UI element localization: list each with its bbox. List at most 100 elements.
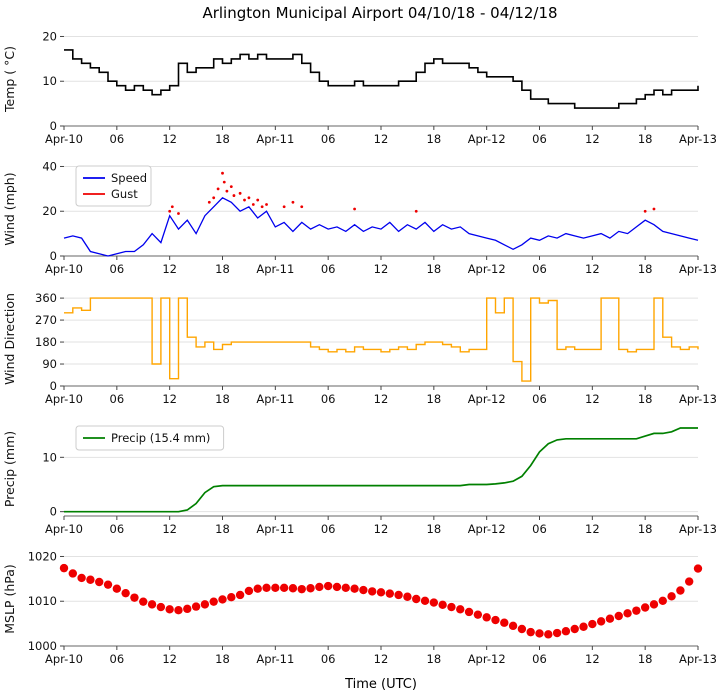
y-axis-label: Temp ( °C) xyxy=(2,46,17,113)
x-tick-label: 18 xyxy=(427,132,442,146)
x-tick-label: Apr-11 xyxy=(256,132,294,146)
x-tick-label: 06 xyxy=(532,262,547,276)
x-tick-label: 18 xyxy=(638,132,653,146)
x-tick-label: Apr-12 xyxy=(468,522,506,536)
x-tick-label: 18 xyxy=(427,392,442,406)
x-tick-label: 12 xyxy=(585,652,600,666)
y-axis-label: MSLP (hPa) xyxy=(2,564,17,634)
mslp-panel: 1000 1010 1020 Apr-10 06 12 18 Apr-11 06 12 18 Apr-… xyxy=(2,549,717,666)
x-tick-label: 06 xyxy=(110,522,125,536)
y-tick-label: 270 xyxy=(35,313,57,327)
x-tick-label: Apr-13 xyxy=(679,132,717,146)
x-tick-label: 18 xyxy=(427,522,442,536)
x-tick-label: Apr-11 xyxy=(256,392,294,406)
x-tick-label: Apr-10 xyxy=(45,262,83,276)
x-tick-label: 12 xyxy=(585,132,600,146)
x-tick-label: 12 xyxy=(162,132,177,146)
x-tick-label: 18 xyxy=(638,262,653,276)
precip-panel: 0 10 Apr-10 06 12 18 Apr-11 06 12 18 Apr-12 06 12 18 A… xyxy=(2,425,717,536)
y-tick-label: 0 xyxy=(50,379,57,393)
x-tick-label: Apr-12 xyxy=(468,392,506,406)
x-tick-label: Apr-13 xyxy=(679,392,717,406)
legend-label: Precip (15.4 mm) xyxy=(111,431,210,445)
x-tick-label: 06 xyxy=(532,392,547,406)
x-tick-label: Apr-13 xyxy=(679,262,717,276)
x-tick-label: 12 xyxy=(585,262,600,276)
wind-speed-panel: 0 20 40 Apr-10 06 12 18 Apr-11 06 12 18 Apr-12 06 12 1… xyxy=(2,159,717,276)
x-tick-label: 18 xyxy=(638,522,653,536)
x-tick-label: 18 xyxy=(638,392,653,406)
x-tick-label: 06 xyxy=(321,392,336,406)
x-tick-label: 12 xyxy=(374,262,389,276)
precip-accum-line xyxy=(64,427,698,513)
x-tick-label: Apr-10 xyxy=(45,652,83,666)
x-tick-label: 12 xyxy=(374,652,389,666)
x-tick-label: 06 xyxy=(532,652,547,666)
x-tick-label: Apr-11 xyxy=(256,262,294,276)
x-tick-label: Apr-13 xyxy=(679,652,717,666)
x-axis-label: Time (UTC) xyxy=(345,677,417,692)
y-tick-label: 10 xyxy=(42,74,57,88)
y-tick-label: 0 xyxy=(50,249,57,263)
y-axis-label: Wind Direction xyxy=(2,293,17,385)
x-tick-label: 12 xyxy=(585,522,600,536)
x-tick-label: 12 xyxy=(374,392,389,406)
temperature-line xyxy=(64,49,699,109)
x-tick-label: Apr-10 xyxy=(45,132,83,146)
wind-direction-line xyxy=(64,297,699,382)
x-tick-label: Apr-10 xyxy=(45,392,83,406)
y-tick-label: 180 xyxy=(35,335,57,349)
y-tick-label: 0 xyxy=(50,119,57,133)
y-tick-label: 1020 xyxy=(28,549,57,563)
x-tick-label: 06 xyxy=(532,522,547,536)
y-tick-label: 0 xyxy=(50,505,57,519)
x-tick-label: 18 xyxy=(215,132,230,146)
x-tick-label: Apr-11 xyxy=(256,652,294,666)
x-tick-label: 12 xyxy=(374,522,389,536)
x-tick-label: Apr-13 xyxy=(679,522,717,536)
y-tick-label: 360 xyxy=(35,291,57,305)
x-tick-label: 06 xyxy=(110,652,125,666)
legend: Precip (15.4 mm) xyxy=(75,425,225,451)
wind-speed-line xyxy=(63,197,699,257)
x-tick-label: 18 xyxy=(215,392,230,406)
y-tick-label: 10 xyxy=(42,450,57,464)
x-tick-label: 06 xyxy=(321,262,336,276)
x-tick-label: 06 xyxy=(321,522,336,536)
y-tick-label: 90 xyxy=(42,357,57,371)
y-axis-label: Precip (mm) xyxy=(2,431,17,507)
x-tick-label: 18 xyxy=(215,522,230,536)
x-tick-label: Apr-11 xyxy=(256,522,294,536)
y-tick-label: 1010 xyxy=(28,594,57,608)
x-tick-label: 06 xyxy=(110,392,125,406)
x-tick-label: 12 xyxy=(374,132,389,146)
y-tick-label: 40 xyxy=(42,159,57,173)
legend-label: Gust xyxy=(111,187,138,201)
x-tick-label: 06 xyxy=(321,652,336,666)
x-tick-label: Apr-10 xyxy=(45,522,83,536)
legend: Speed Gust xyxy=(75,165,152,207)
x-tick-label: 12 xyxy=(162,652,177,666)
temp-panel: 0 10 20 Apr-10 06 12 18 Apr-11 06 12 18 Apr-12 06 12 1… xyxy=(2,29,717,146)
x-tick-label: 12 xyxy=(585,392,600,406)
x-tick-label: 06 xyxy=(532,132,547,146)
x-tick-label: Apr-12 xyxy=(468,132,506,146)
y-tick-label: 20 xyxy=(42,29,57,43)
wind-direction-panel: 0 90 180 270 360 Apr-10 06 12 18 Apr-11 06 12 18 Apr-… xyxy=(2,291,717,406)
x-tick-label: Apr-12 xyxy=(468,652,506,666)
chart-title: Arlington Municipal Airport 04/10/18 - 0… xyxy=(202,4,558,22)
x-tick-label: 12 xyxy=(162,522,177,536)
legend-label: Speed xyxy=(111,171,147,185)
x-tick-label: 18 xyxy=(638,652,653,666)
x-tick-label: 18 xyxy=(427,652,442,666)
y-axis-label: Wind (mph) xyxy=(2,172,17,245)
mslp-points xyxy=(59,563,703,639)
wind-gust-points xyxy=(168,171,656,215)
x-tick-label: 06 xyxy=(110,262,125,276)
y-tick-label: 1000 xyxy=(28,639,57,653)
x-tick-label: 12 xyxy=(162,262,177,276)
x-tick-label: Apr-12 xyxy=(468,262,506,276)
x-tick-label: 18 xyxy=(215,652,230,666)
x-tick-label: 06 xyxy=(110,132,125,146)
